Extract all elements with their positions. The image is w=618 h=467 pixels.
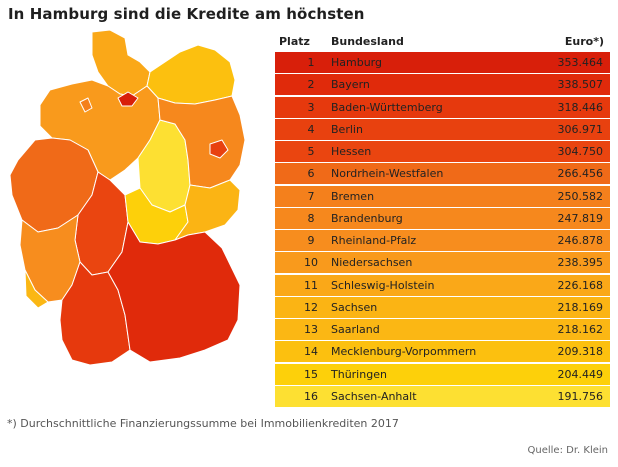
row-rank: 8	[307, 211, 315, 225]
map-region-bayern	[107, 221, 241, 363]
map-region-hamburg	[117, 91, 139, 107]
table-row: 3 Baden-Württemberg 318.446	[275, 96, 610, 118]
row-value: 246.878	[557, 234, 604, 247]
row-value: 306.971	[557, 122, 604, 136]
row-rank: 5	[307, 145, 315, 158]
header-rank: Platz	[279, 35, 310, 48]
chart-title: In Hamburg sind die Kredite am höchsten	[8, 5, 365, 23]
row-value: 238.395	[557, 256, 604, 270]
source-label: Quelle: Dr. Klein	[527, 445, 608, 456]
table-row: 13 Saarland 218.162	[275, 319, 610, 340]
row-state: Niedersachsen	[331, 256, 413, 270]
row-rank: 12	[304, 300, 318, 314]
row-value: 353.464	[557, 56, 604, 69]
row-state: Nordrhein-Westfalen	[331, 167, 444, 181]
row-rank: 3	[307, 100, 315, 114]
row-state: Sachsen	[331, 300, 378, 314]
row-value: 247.819	[557, 211, 604, 225]
header-value: Euro*)	[564, 35, 604, 48]
row-value: 266.456	[557, 167, 604, 181]
footnote: *) Durchschnittliche Finanzierungssumme …	[7, 417, 399, 430]
table-row: 5 Hessen 304.750	[275, 141, 610, 162]
ranking-table: Platz Bundesland Euro*) 1 Hamburg 353.464 2…	[275, 33, 610, 408]
row-state: Sachsen-Anhalt	[331, 389, 417, 403]
row-value: 338.507	[557, 78, 604, 92]
table-row: 14 Mecklenburg-Vorpommern 209.318	[275, 341, 610, 363]
germany-map	[9, 29, 246, 366]
row-value: 218.162	[557, 323, 604, 336]
row-state: Brandenburg	[331, 211, 403, 225]
row-rank: 4	[307, 122, 315, 136]
row-state: Berlin	[331, 122, 363, 136]
row-rank: 13	[304, 323, 318, 336]
table-row: 12 Sachsen 218.169	[275, 296, 610, 318]
row-state: Thüringen	[331, 367, 387, 381]
row-state: Bayern	[331, 78, 370, 92]
table-row: 15 Thüringen 204.449	[275, 363, 610, 385]
row-rank: 9	[307, 234, 315, 247]
row-state: Rheinland-Pfalz	[331, 234, 417, 247]
row-state: Baden-Württemberg	[331, 100, 443, 114]
table-row: 11 Schleswig-Holstein 226.168	[275, 274, 610, 296]
row-value: 209.318	[557, 345, 604, 359]
table-row: 2 Bayern 338.507	[275, 74, 610, 96]
row-state: Saarland	[331, 323, 380, 336]
map-region-bremen	[79, 97, 93, 113]
row-rank: 7	[307, 189, 315, 203]
row-value: 318.446	[557, 100, 604, 114]
table-row: 6 Nordrhein-Westfalen 266.456	[275, 163, 610, 185]
table-row: 4 Berlin 306.971	[275, 118, 610, 140]
table-row: 9 Rheinland-Pfalz 246.878	[275, 230, 610, 251]
map-region-mecklenburg-vorpommern	[146, 44, 236, 105]
row-rank: 2	[307, 78, 315, 92]
row-value: 204.449	[557, 367, 604, 381]
row-rank: 11	[304, 278, 318, 292]
row-state: Bremen	[331, 189, 375, 203]
row-value: 226.168	[557, 278, 604, 292]
row-rank: 1	[307, 56, 315, 69]
table-header: Platz Bundesland Euro*)	[275, 33, 610, 52]
table-row: 8 Brandenburg 247.819	[275, 207, 610, 229]
row-rank: 10	[304, 256, 318, 270]
row-value: 191.756	[557, 389, 604, 403]
header-state: Bundesland	[331, 35, 404, 48]
row-rank: 14	[304, 345, 318, 359]
row-value: 218.169	[557, 300, 604, 314]
map-region-saarland	[24, 269, 49, 309]
row-state: Hessen	[331, 145, 372, 158]
table-row: 7 Bremen 250.582	[275, 185, 610, 207]
row-rank: 16	[304, 389, 318, 403]
map-region-brandenburg	[157, 95, 246, 189]
row-rank: 6	[307, 167, 315, 181]
row-rank: 15	[304, 367, 318, 381]
table-row: 10 Niedersachsen 238.395	[275, 252, 610, 274]
map-region-sachsen	[174, 179, 241, 241]
table-body: 1 Hamburg 353.464 2 Bayern 338.507 3 Baden-Würt…	[275, 52, 610, 407]
row-state: Mecklenburg-Vorpommern	[331, 345, 477, 359]
row-state: Schleswig-Holstein	[331, 278, 435, 292]
map-region-berlin	[209, 139, 229, 159]
row-value: 304.750	[557, 145, 604, 158]
table-row: 1 Hamburg 353.464	[275, 52, 610, 73]
table-row: 16 Sachsen-Anhalt 191.756	[275, 385, 610, 407]
row-state: Hamburg	[331, 56, 382, 69]
row-value: 250.582	[557, 189, 604, 203]
